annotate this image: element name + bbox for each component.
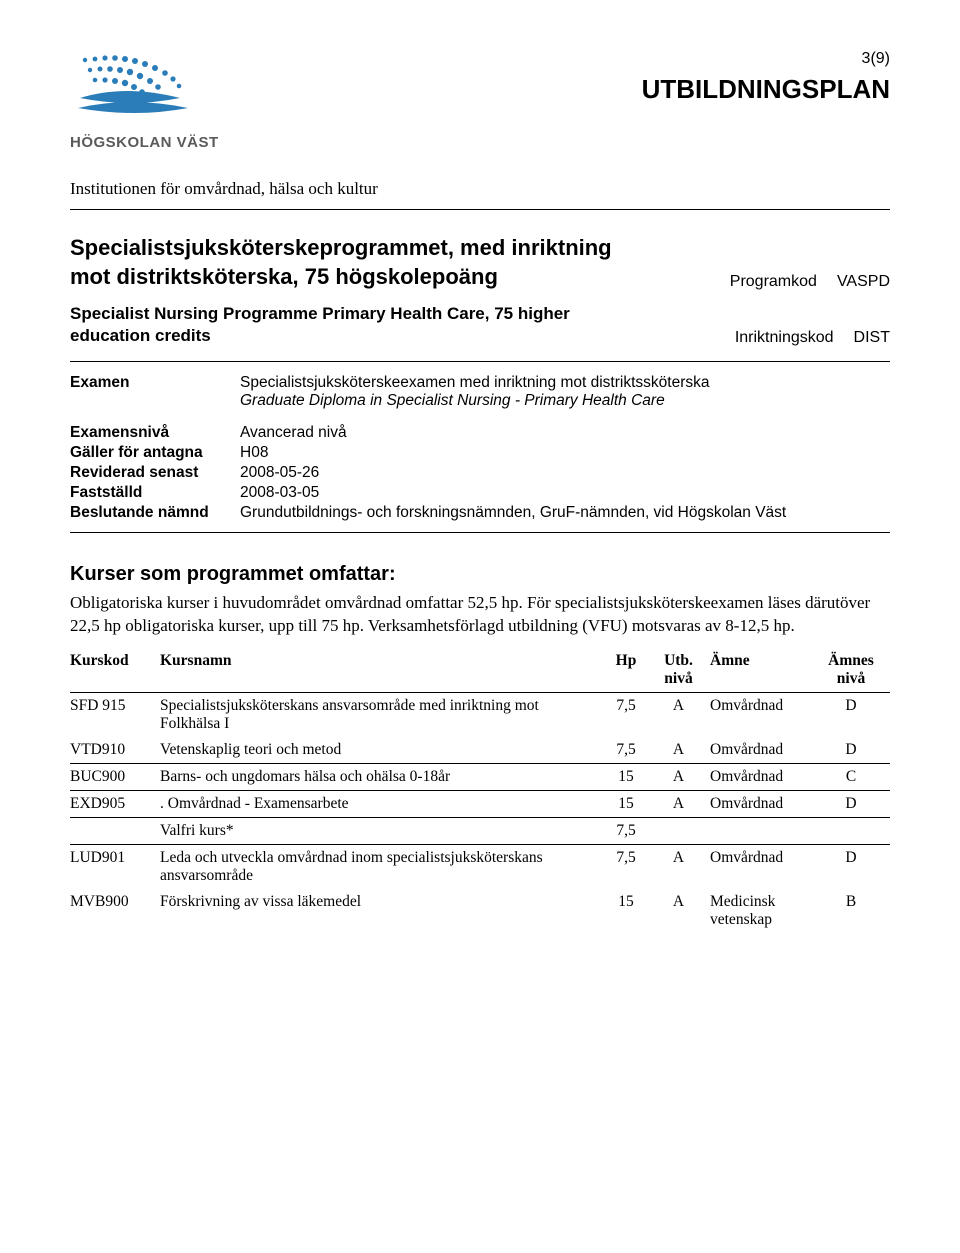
program-title-en: Specialist Nursing Programme Primary Hea… <box>70 303 570 347</box>
courses-table: Kurskod Kursnamn Hp Utb. nivå Ämne Ämnes… <box>70 648 890 933</box>
col-amne: Ämne <box>710 648 820 693</box>
cell-name: . Omvårdnad - Examensarbete <box>160 791 605 818</box>
faststalld-value: 2008-03-05 <box>240 484 319 502</box>
courses-intro: Obligatoriska kurser i huvudområdet omvå… <box>70 592 890 638</box>
cell-code: SFD 915 <box>70 693 160 738</box>
cell-amne: Omvårdnad <box>710 791 820 818</box>
cell-amne <box>710 818 820 845</box>
table-row: LUD901 Leda och utveckla omvårdnad inom … <box>70 845 890 890</box>
table-row: VTD910 Vetenskaplig teori och metod 7,5 … <box>70 737 890 764</box>
examensniva-value: Avancerad nivå <box>240 424 347 442</box>
cell-hp: 15 <box>605 791 655 818</box>
col-utb: Utb. nivå <box>655 648 710 693</box>
page-number: 3(9) <box>642 50 890 68</box>
cell-code: VTD910 <box>70 737 160 764</box>
cell-amnes: D <box>820 737 890 764</box>
examen-en: Graduate Diploma in Specialist Nursing -… <box>240 392 709 410</box>
programkod-label: Programkod <box>730 273 817 291</box>
cell-amnes: D <box>820 791 890 818</box>
col-amnes: Ämnes nivå <box>820 648 890 693</box>
cell-code <box>70 818 160 845</box>
meta-block: Examen Specialistsjuksköterskeexamen med… <box>70 374 890 522</box>
cell-hp: 7,5 <box>605 818 655 845</box>
cell-hp: 7,5 <box>605 693 655 738</box>
cell-amne: Omvårdnad <box>710 693 820 738</box>
cell-amne: Omvårdnad <box>710 845 820 890</box>
examen-sv: Specialistsjuksköterskeexamen med inrikt… <box>240 374 709 392</box>
divider <box>70 532 890 533</box>
logo-block: HÖGSKOLAN VÄST <box>70 50 240 151</box>
cell-utb <box>655 818 710 845</box>
cell-name: Valfri kurs* <box>160 818 605 845</box>
cell-amne: Medicinsk vetenskap <box>710 889 820 933</box>
cell-amnes: D <box>820 693 890 738</box>
cell-code: BUC900 <box>70 764 160 791</box>
wave-logo-icon <box>70 50 240 130</box>
cell-code: MVB900 <box>70 889 160 933</box>
inriktningskod-row: Inriktningskod DIST <box>735 329 890 347</box>
institution-name: Institutionen för omvårdnad, hälsa och k… <box>70 179 890 199</box>
namnd-value: Grundutbildnings- och forskningsnämnden,… <box>240 504 786 522</box>
programkod-row: Programkod VASPD <box>730 273 890 291</box>
table-header-row: Kurskod Kursnamn Hp Utb. nivå Ämne Ämnes… <box>70 648 890 693</box>
document-title: UTBILDNINGSPLAN <box>642 74 890 105</box>
galler-value: H08 <box>240 444 268 462</box>
cell-amnes: D <box>820 845 890 890</box>
cell-amnes: C <box>820 764 890 791</box>
cell-amne: Omvårdnad <box>710 764 820 791</box>
logo-text: HÖGSKOLAN VÄST <box>70 134 219 151</box>
cell-code: EXD905 <box>70 791 160 818</box>
reviderad-value: 2008-05-26 <box>240 464 319 482</box>
programkod-value: VASPD <box>837 273 890 291</box>
cell-hp: 15 <box>605 889 655 933</box>
cell-name: Specialistsjuksköterskans ansvarsområde … <box>160 693 605 738</box>
header: HÖGSKOLAN VÄST 3(9) UTBILDNINGSPLAN <box>70 50 890 151</box>
table-row: MVB900 Förskrivning av vissa läkemedel 1… <box>70 889 890 933</box>
divider <box>70 209 890 210</box>
cell-utb: A <box>655 764 710 791</box>
cell-hp: 7,5 <box>605 845 655 890</box>
faststalld-label: Fastställd <box>70 484 240 502</box>
cell-utb: A <box>655 889 710 933</box>
cell-name: Barns- och ungdomars hälsa och ohälsa 0-… <box>160 764 605 791</box>
col-hp: Hp <box>605 648 655 693</box>
divider <box>70 361 890 362</box>
cell-name: Vetenskaplig teori och metod <box>160 737 605 764</box>
cell-hp: 15 <box>605 764 655 791</box>
col-kurskod: Kurskod <box>70 648 160 693</box>
inriktningskod-value: DIST <box>854 329 890 347</box>
inriktningskod-label: Inriktningskod <box>735 329 834 347</box>
cell-amnes <box>820 818 890 845</box>
cell-utb: A <box>655 737 710 764</box>
program-title-sv: Specialistsjuksköterskeprogrammet, med i… <box>70 234 630 291</box>
cell-code: LUD901 <box>70 845 160 890</box>
galler-label: Gäller för antagna <box>70 444 240 462</box>
table-row: BUC900 Barns- och ungdomars hälsa och oh… <box>70 764 890 791</box>
header-right: 3(9) UTBILDNINGSPLAN <box>642 50 890 105</box>
cell-utb: A <box>655 845 710 890</box>
table-row: EXD905 . Omvårdnad - Examensarbete 15 A … <box>70 791 890 818</box>
table-row: SFD 915 Specialistsjuksköterskans ansvar… <box>70 693 890 738</box>
cell-utb: A <box>655 791 710 818</box>
cell-hp: 7,5 <box>605 737 655 764</box>
cell-amne: Omvårdnad <box>710 737 820 764</box>
cell-name: Förskrivning av vissa läkemedel <box>160 889 605 933</box>
col-kursnamn: Kursnamn <box>160 648 605 693</box>
cell-amnes: B <box>820 889 890 933</box>
reviderad-label: Reviderad senast <box>70 464 240 482</box>
program-block: Specialistsjuksköterskeprogrammet, med i… <box>70 234 890 347</box>
examen-label: Examen <box>70 374 240 410</box>
examensniva-label: Examensnivå <box>70 424 240 442</box>
cell-utb: A <box>655 693 710 738</box>
namnd-label: Beslutande nämnd <box>70 504 240 522</box>
courses-heading: Kurser som programmet omfattar: <box>70 563 890 586</box>
table-row: Valfri kurs* 7,5 <box>70 818 890 845</box>
cell-name: Leda och utveckla omvårdnad inom special… <box>160 845 605 890</box>
